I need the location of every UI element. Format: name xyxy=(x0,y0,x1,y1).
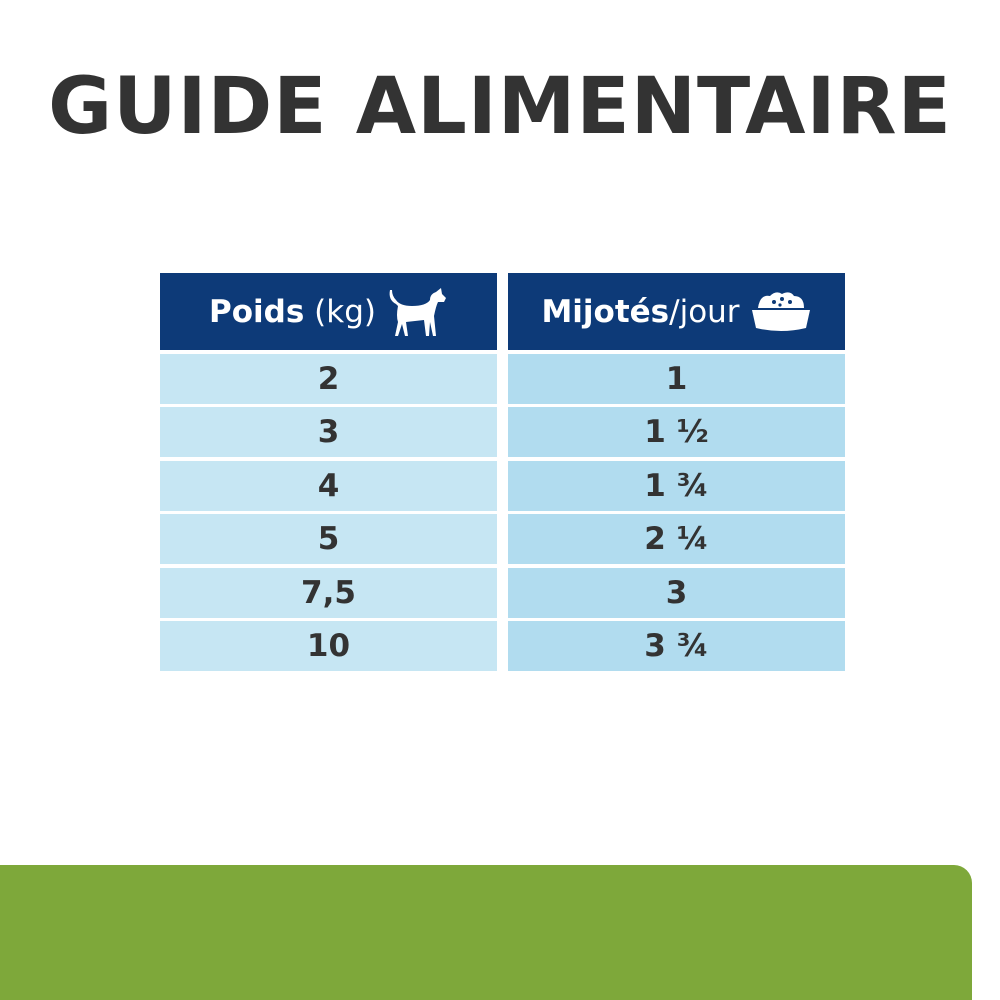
dog-icon xyxy=(389,287,446,336)
weight-cell: 10 xyxy=(160,621,497,671)
weight-cell: 5 xyxy=(160,514,497,564)
amount-cell: 1 xyxy=(508,353,845,404)
amount-cell: 2 ¼ xyxy=(508,514,845,564)
food-bowl-icon xyxy=(751,291,810,331)
amount-cell: 3 xyxy=(508,567,845,618)
weight-cell: 4 xyxy=(160,460,497,511)
amount-column: Mijotés/jour 1 1 ½ 1 ¾ 2 ¼ 3 3 ¾ xyxy=(508,273,845,671)
weight-cell: 2 xyxy=(160,353,497,404)
amount-header-bold: Mijotés xyxy=(541,293,670,330)
weight-cell: 7,5 xyxy=(160,567,497,618)
amount-cell: 1 ¾ xyxy=(508,460,845,511)
green-footer-band xyxy=(0,865,972,1000)
amount-cell: 3 ¾ xyxy=(508,621,845,671)
amount-header: Mijotés/jour xyxy=(508,273,845,350)
weight-header-bold: Poids xyxy=(209,293,305,330)
page-title: GUIDE ALIMENTAIRE xyxy=(48,62,952,152)
weight-header-unit: (kg) xyxy=(314,293,376,330)
weight-cell: 3 xyxy=(160,407,497,457)
amount-header-unit: /jour xyxy=(669,293,740,330)
weight-column: Poids (kg) 2 3 4 5 7,5 10 xyxy=(160,273,497,671)
weight-header: Poids (kg) xyxy=(160,273,497,350)
amount-cell: 1 ½ xyxy=(508,407,845,457)
